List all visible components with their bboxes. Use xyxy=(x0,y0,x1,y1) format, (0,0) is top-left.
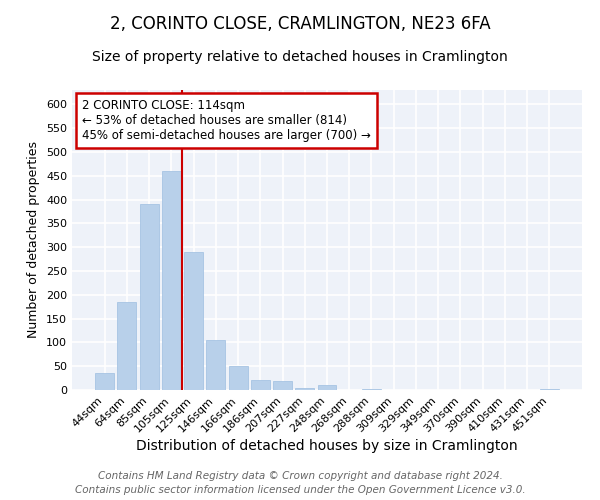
Bar xyxy=(162,171,181,390)
Bar xyxy=(273,382,292,390)
Bar xyxy=(295,388,314,390)
Text: Size of property relative to detached houses in Cramlington: Size of property relative to detached ho… xyxy=(92,50,508,64)
Bar xyxy=(140,204,158,390)
Bar xyxy=(206,340,225,390)
Bar xyxy=(229,366,248,390)
Bar xyxy=(251,380,270,390)
Bar xyxy=(118,302,136,390)
Text: 2, CORINTO CLOSE, CRAMLINGTON, NE23 6FA: 2, CORINTO CLOSE, CRAMLINGTON, NE23 6FA xyxy=(110,15,490,33)
Bar xyxy=(540,389,559,390)
Bar xyxy=(362,389,381,390)
Y-axis label: Number of detached properties: Number of detached properties xyxy=(28,142,40,338)
Text: Contains HM Land Registry data © Crown copyright and database right 2024.
Contai: Contains HM Land Registry data © Crown c… xyxy=(74,471,526,495)
Bar xyxy=(95,374,114,390)
Bar xyxy=(317,385,337,390)
Text: 2 CORINTO CLOSE: 114sqm
← 53% of detached houses are smaller (814)
45% of semi-d: 2 CORINTO CLOSE: 114sqm ← 53% of detache… xyxy=(82,99,371,142)
Bar xyxy=(184,252,203,390)
X-axis label: Distribution of detached houses by size in Cramlington: Distribution of detached houses by size … xyxy=(136,440,518,454)
